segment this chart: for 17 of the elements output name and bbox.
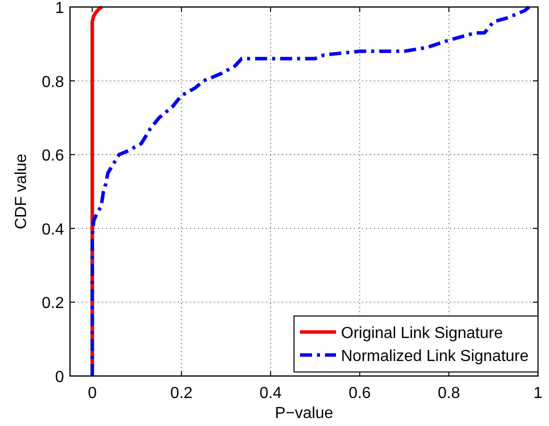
y-axis-title: CDF value [13, 154, 30, 230]
y-tick-label: 0.6 [42, 148, 64, 165]
line-series [90, 5, 531, 378]
legend-label: Original Link Signature [341, 325, 503, 342]
x-tick-label: 0.4 [259, 385, 282, 402]
x-tick-label: 0.6 [348, 385, 371, 402]
x-tick-label: 1 [534, 385, 543, 402]
y-tick-label: 1 [55, 0, 64, 17]
x-tick-label: 0.2 [170, 385, 193, 402]
x-tick-label: 0 [88, 385, 97, 402]
y-tick-label: 0.8 [42, 74, 64, 91]
x-tick-label: 0.8 [438, 385, 460, 402]
legend-label: Normalized Link Signature [341, 348, 529, 365]
y-tick-label: 0 [55, 369, 64, 386]
x-axis-title: P−value [274, 405, 334, 422]
y-tick-label: 0.2 [42, 295, 64, 312]
y-tick-label: 0.4 [42, 221, 64, 238]
